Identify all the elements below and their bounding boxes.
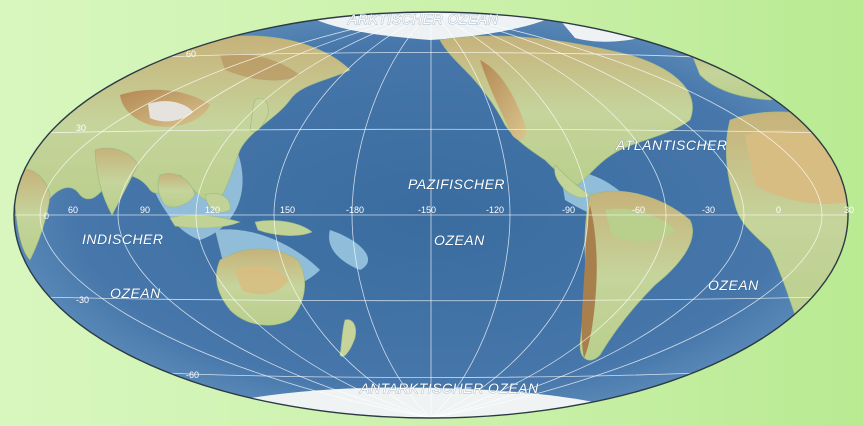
amazon-basin [605, 208, 675, 242]
lat-label: -30 [76, 295, 89, 305]
ocean-label-arctic: ARKTISCHER OZEAN [347, 11, 499, 27]
graticule-meridians [39, 12, 823, 418]
lon-label: 90 [140, 205, 150, 215]
ocean-label-atlantic-2: OZEAN [708, 277, 759, 293]
landmass-new-zealand [339, 319, 357, 357]
landmass-new-guinea [254, 220, 313, 236]
lat-label: 30 [76, 123, 86, 133]
ocean-labels: ARKTISCHER OZEAN PAZIFISCHER OZEAN ATLAN… [82, 11, 760, 397]
australia-outback [235, 265, 288, 295]
longitude-labels: 0 60 90 120 150 -180 -150 -120 -90 -60 -… [44, 205, 854, 221]
ocean-label-antarctic: ANTARKTISCHER [359, 380, 484, 396]
latitude-labels: 60 30 0 -30 -60 [76, 49, 199, 380]
landmass-southeast-asia [157, 173, 196, 208]
lon-label: 60 [68, 205, 78, 215]
lon-label: 150 [280, 205, 295, 215]
lon-label: -30 [702, 205, 715, 215]
ocean-label-atlantic: ATLANTISCHER [615, 137, 728, 153]
lon-label: 0 [44, 211, 49, 221]
ocean-label-indian-2: OZEAN [110, 285, 161, 301]
lon-label: -90 [562, 205, 575, 215]
siberia-range [220, 53, 300, 81]
ocean-label-pacific: PAZIFISCHER [408, 176, 505, 192]
lon-label: 30 [844, 205, 854, 215]
lat-label: -60 [186, 370, 199, 380]
lon-label: 0 [776, 205, 781, 215]
tibet-snow [148, 101, 193, 122]
ocean-label-antarctic-2: OZEAN [488, 380, 539, 396]
central-america [554, 164, 591, 199]
lon-label: -120 [486, 205, 504, 215]
rocky-mountains [480, 60, 527, 141]
ocean-label-indian: INDISCHER [82, 231, 164, 247]
ocean-label-pacific-2: OZEAN [434, 232, 485, 248]
lon-label: 120 [205, 205, 220, 215]
graticule-parallels [14, 52, 848, 378]
landmass-africa-west-edge [14, 168, 51, 261]
lon-label: -60 [632, 205, 645, 215]
lon-label: -150 [418, 205, 436, 215]
globe-outline [13, 11, 849, 419]
landmass-india [94, 147, 139, 216]
andes [581, 205, 597, 358]
lat-label: 60 [186, 49, 196, 59]
landmass-borneo [204, 193, 231, 213]
lon-label: -180 [346, 205, 364, 215]
